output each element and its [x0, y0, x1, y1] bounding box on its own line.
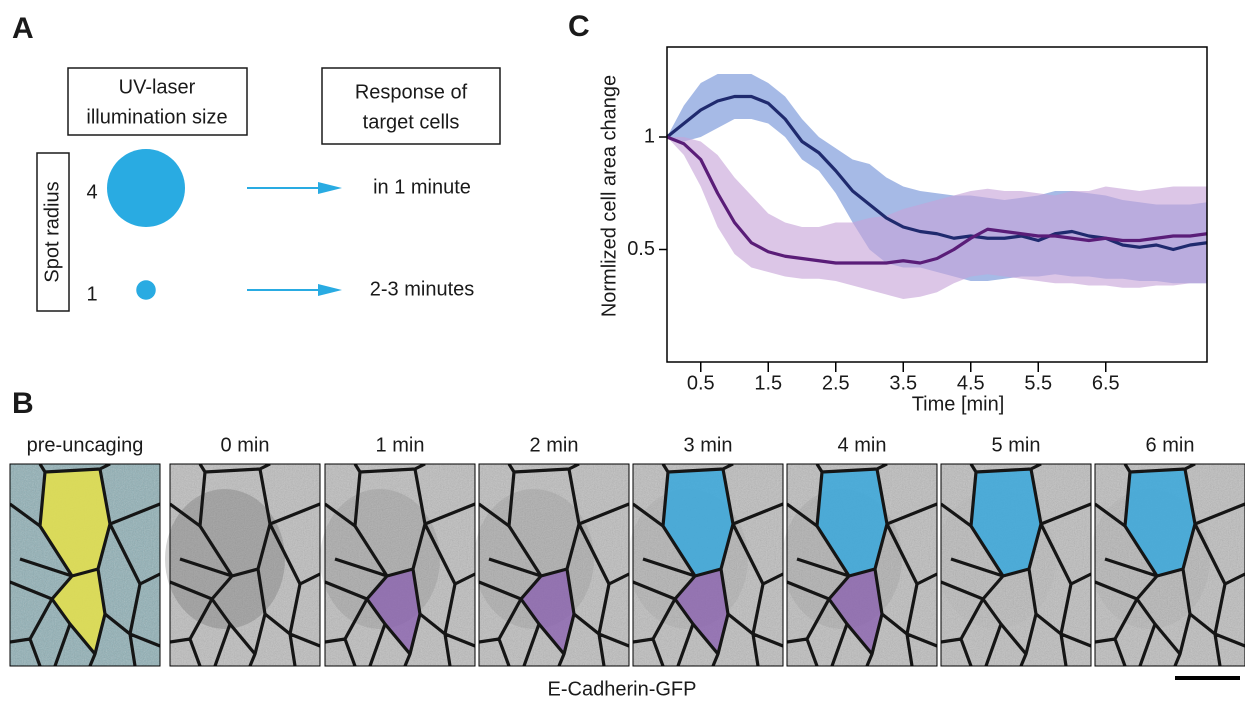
x-tick-label: 4.5 — [957, 372, 985, 394]
cell-overlay — [817, 469, 887, 576]
cell-overlay — [663, 469, 733, 576]
x-tick-label: 2.5 — [822, 372, 850, 394]
header-box — [321, 67, 501, 145]
micrograph — [628, 463, 784, 667]
cell-overlay — [829, 569, 882, 654]
panel-a: A UV-laser illumination size Response of… — [12, 12, 501, 312]
axis-label: Spot radius — [41, 181, 63, 282]
y-tick-label: 1 — [644, 125, 655, 147]
frame-label: 1 min — [376, 434, 425, 456]
spot — [107, 149, 185, 227]
micrograph — [9, 463, 161, 667]
micrograph — [165, 463, 321, 667]
panel-b: B E-Cadherin-GFP pre-uncaging 0 min 1 min 2… — [9, 387, 1245, 700]
frame-label: 5 min — [992, 434, 1041, 456]
response-text: in 1 minute — [373, 176, 471, 198]
arrow-head — [318, 182, 342, 194]
cell-overlay — [971, 469, 1041, 576]
frame-label: 6 min — [1146, 434, 1195, 456]
cell-overlay — [40, 469, 110, 576]
frame-border — [169, 463, 321, 667]
micrograph — [1090, 463, 1245, 667]
frame-label: 4 min — [838, 434, 887, 456]
header-box — [67, 67, 248, 136]
x-tick-label: 0.5 — [687, 372, 715, 394]
micrograph — [782, 463, 938, 667]
cell-overlay — [521, 569, 574, 654]
axis-box — [36, 152, 70, 312]
x-tick-label: 3.5 — [889, 372, 917, 394]
x-axis-label: Time [min] — [912, 393, 1005, 415]
frame-border — [324, 463, 476, 667]
response-text: 2-3 minutes — [370, 278, 475, 300]
micrograph — [940, 463, 1092, 667]
cell-overlay — [367, 569, 420, 654]
cell-overlay — [1125, 469, 1195, 576]
panel-label: B — [12, 387, 34, 420]
mean-line — [666, 94, 1208, 252]
frame-border — [786, 463, 938, 667]
frame-border — [9, 463, 161, 667]
x-tick-label: 1.5 — [754, 372, 782, 394]
x-tick-label: 5.5 — [1024, 372, 1052, 394]
y-tick-label: 0.5 — [627, 238, 655, 260]
frame-border — [1094, 463, 1245, 667]
frame-label: pre-uncaging — [27, 434, 144, 456]
panel-label: C — [568, 10, 590, 43]
header-text: target cells — [363, 111, 460, 133]
frame-label: 3 min — [684, 434, 733, 456]
y-axis-label: Normlized cell area change — [598, 75, 620, 317]
plot-frame — [666, 46, 1208, 363]
radius-label: 4 — [86, 181, 97, 203]
header-text: UV-laser — [119, 76, 196, 98]
cell-overlay — [52, 569, 105, 654]
spot — [136, 280, 156, 300]
x-tick-label: 6.5 — [1092, 372, 1120, 394]
frame-label: 2 min — [530, 434, 579, 456]
frame-label: 0 min — [221, 434, 270, 456]
micrograph — [474, 463, 630, 667]
header-text: illumination size — [86, 106, 227, 128]
frame-border — [478, 463, 630, 667]
cell-overlay — [675, 569, 728, 654]
arrow-head — [318, 284, 342, 296]
frame-border — [940, 463, 1092, 667]
radius-label: 1 — [86, 283, 97, 305]
rows: 4 in 1 minute 1 2-3 minutes — [86, 149, 474, 305]
panel-label: A — [12, 12, 34, 45]
mean-line — [666, 135, 1208, 265]
caption: E-Cadherin-GFP — [548, 678, 697, 700]
micrograph — [320, 463, 476, 667]
frame-border — [632, 463, 784, 667]
chart: C Normlized cell area change Time [min] 0.5… — [568, 10, 1208, 415]
error-band — [667, 137, 1207, 299]
header-text: Response of — [355, 81, 468, 103]
